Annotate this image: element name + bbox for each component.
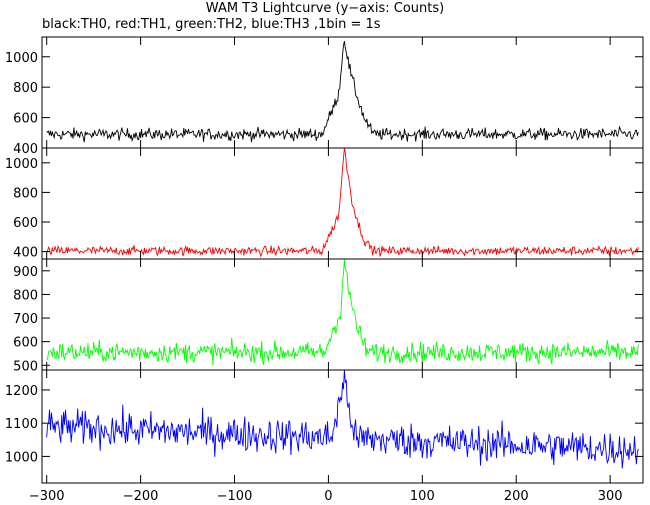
y-tick-label: 800 bbox=[13, 186, 38, 201]
chart-subtitle: black:TH0, red:TH1, green:TH2, blue:TH3 … bbox=[42, 17, 381, 32]
series-line-th1 bbox=[46, 148, 639, 258]
y-tick-label: 700 bbox=[13, 312, 38, 327]
panel-frame-4 bbox=[41, 369, 644, 484]
y-tick-label: 1000 bbox=[5, 157, 38, 172]
y-tick-label: 900 bbox=[13, 265, 38, 280]
x-tick-label: 0 bbox=[324, 489, 332, 504]
y-tick-label: 600 bbox=[13, 336, 38, 351]
x-tick-label: 200 bbox=[504, 489, 529, 504]
x-tick-label: 100 bbox=[410, 489, 435, 504]
x-tick-label: −100 bbox=[217, 489, 253, 504]
y-tick-label: 1100 bbox=[5, 417, 38, 432]
x-tick-label: 300 bbox=[598, 489, 623, 504]
x-tick-label: −200 bbox=[123, 489, 159, 504]
y-tick-label: 1200 bbox=[5, 384, 38, 399]
panel-frame-3 bbox=[41, 258, 644, 371]
y-tick-label: 800 bbox=[13, 81, 38, 96]
series-line-th2 bbox=[46, 259, 639, 366]
y-tick-label: 600 bbox=[13, 112, 38, 127]
y-tick-label: 600 bbox=[13, 216, 38, 231]
series-line-th3 bbox=[46, 369, 639, 469]
y-tick-label: 400 bbox=[13, 142, 38, 157]
y-tick-label: 400 bbox=[13, 246, 38, 261]
x-tick-label: −300 bbox=[29, 489, 65, 504]
y-tick-label: 800 bbox=[13, 288, 38, 303]
y-tick-label: 500 bbox=[13, 359, 38, 374]
y-tick-label: 1000 bbox=[5, 450, 38, 465]
chart-title: WAM T3 Lightcurve (y−axis: Counts) bbox=[205, 1, 445, 16]
series-line-th0 bbox=[46, 41, 639, 143]
y-tick-label: 1000 bbox=[5, 51, 38, 66]
